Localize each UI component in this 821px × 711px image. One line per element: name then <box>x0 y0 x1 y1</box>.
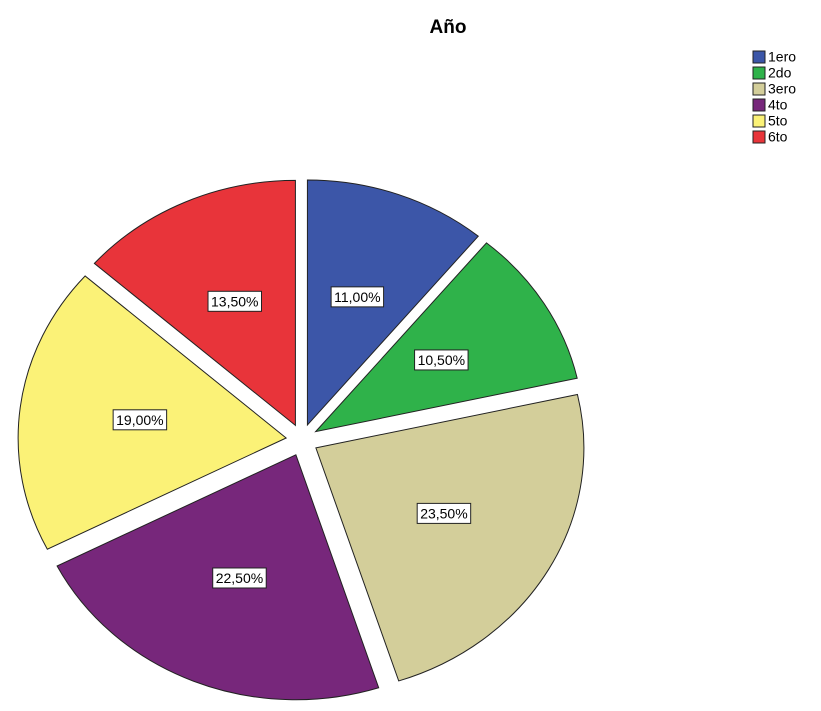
data-label: 23,50% <box>420 505 467 521</box>
data-label: 22,50% <box>216 570 263 586</box>
pie-slice <box>93 179 296 427</box>
legend-label: 4to <box>768 97 788 113</box>
data-label-box <box>330 286 385 308</box>
data-label-box <box>207 290 263 312</box>
pie-slice <box>306 179 479 427</box>
legend-label: 1ero <box>768 49 796 65</box>
legend-swatch <box>752 50 766 64</box>
legend-label: 5to <box>768 113 788 129</box>
data-label: 10,50% <box>418 352 465 368</box>
data-label-box <box>212 567 267 589</box>
legend-swatch <box>752 82 766 96</box>
chart-title: Año <box>430 17 467 38</box>
legend-swatch <box>752 130 766 144</box>
legend-swatch <box>752 98 766 112</box>
legend-swatch <box>752 114 766 128</box>
legend-label: 3ero <box>768 81 796 97</box>
data-label: 11,00% <box>334 289 380 305</box>
data-label-box <box>112 409 168 431</box>
data-label: 19,00% <box>116 412 163 428</box>
legend-label: 6to <box>768 129 788 145</box>
data-label-box <box>414 349 469 371</box>
pie-slice <box>314 242 578 433</box>
pie-slice <box>315 393 585 682</box>
legend-swatch <box>752 66 766 80</box>
data-label-box <box>416 502 472 524</box>
legend-label: 2do <box>768 65 792 81</box>
data-label: 13,50% <box>211 293 258 309</box>
